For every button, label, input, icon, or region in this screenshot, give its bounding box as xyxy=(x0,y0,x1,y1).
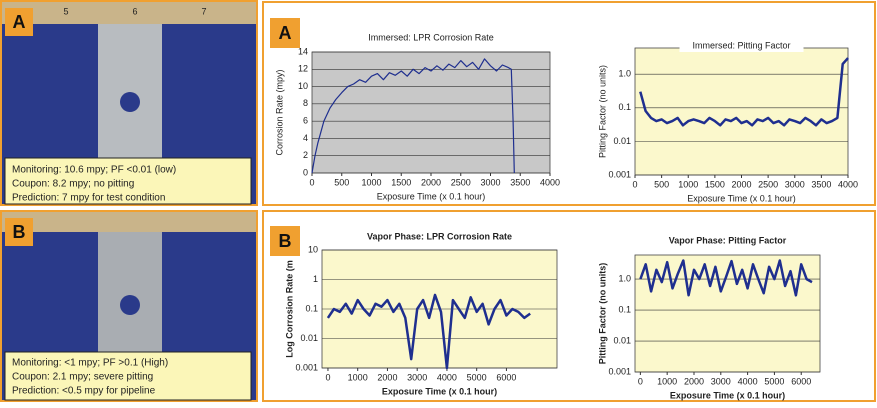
chart-label-box xyxy=(270,18,300,48)
note: Monitoring: <1 mpy; PF >0.1 (High) xyxy=(12,358,168,369)
x-tick-label: 5000 xyxy=(467,372,487,382)
data-line xyxy=(639,57,849,127)
x-tick-label: 0 xyxy=(309,177,314,187)
y-tick-label: 1.0 xyxy=(618,69,631,79)
x-tick-label: 2000 xyxy=(731,179,751,189)
data-line xyxy=(311,58,515,174)
x-axis-label: Exposure Time (x 0.1 hour) xyxy=(382,386,497,396)
x-tick-label: 4000 xyxy=(540,177,560,187)
x-tick-label: 4000 xyxy=(838,179,858,189)
y-tick-label: 12 xyxy=(298,64,308,74)
chart-title: Vapor Phase: LPR Corrosion Rate xyxy=(367,231,512,241)
x-tick-label: 3000 xyxy=(407,372,427,382)
x-axis-label: Exposure Time (x 0.1 hour) xyxy=(687,193,796,203)
y-tick-label: 8 xyxy=(303,98,308,108)
y-tick-label: 0.01 xyxy=(613,136,631,146)
plot-area xyxy=(634,47,849,176)
x-tick-label: 4000 xyxy=(738,376,758,386)
y-axis-label: Pitting Factor (no units) xyxy=(597,65,607,158)
panel-label: B xyxy=(13,222,26,242)
x-tick-label: 500 xyxy=(654,179,669,189)
plot-area xyxy=(311,51,551,174)
y-tick-label: 1 xyxy=(313,274,318,284)
x-tick-label: 500 xyxy=(334,177,349,187)
x-tick-label: 2500 xyxy=(758,179,778,189)
y-tick-label: 0.01 xyxy=(300,333,318,343)
y-tick-label: 0.1 xyxy=(618,304,631,314)
y-axis-label: Pitting Factor (no units) xyxy=(597,263,607,365)
y-tick-label: 4 xyxy=(303,133,308,143)
note: Prediction: <0.5 mpy for pipeline xyxy=(12,386,156,397)
y-tick-label: 0 xyxy=(303,167,308,177)
x-axis-label: Exposure Time (x 0.1 hour) xyxy=(377,191,486,201)
ruler-number: 6 xyxy=(132,6,137,16)
y-axis-label: Log Corrosion Rate (m xyxy=(284,260,294,358)
y-tick-label: 2 xyxy=(303,150,308,160)
y-tick-label: 10 xyxy=(308,244,318,254)
x-tick-label: 3000 xyxy=(711,376,731,386)
x-tick-label: 3500 xyxy=(811,179,831,189)
x-tick-label: 3000 xyxy=(480,177,500,187)
x-tick-label: 1000 xyxy=(678,179,698,189)
photo-b xyxy=(0,210,258,402)
x-tick-label: 0 xyxy=(638,376,643,386)
chart-label-box xyxy=(270,226,300,256)
y-tick-label: 14 xyxy=(298,46,308,56)
x-tick-label: 1000 xyxy=(657,376,677,386)
y-axis-label: Corrosion Rate (mpy) xyxy=(274,69,284,155)
x-tick-label: 1500 xyxy=(705,179,725,189)
y-tick-label: 0.1 xyxy=(618,102,631,112)
chart-title: Immersed: LPR Corrosion Rate xyxy=(368,32,494,42)
title-box xyxy=(679,40,804,52)
y-tick-label: 1.0 xyxy=(618,273,631,283)
panel-label: A xyxy=(13,12,26,32)
data-line xyxy=(326,293,531,370)
chart-title: Vapor Phase: Pitting Factor xyxy=(669,235,787,245)
photo-a xyxy=(0,0,258,206)
ruler-number: 7 xyxy=(201,6,206,16)
ruler-number: 5 xyxy=(63,6,68,16)
y-tick-label: 6 xyxy=(303,116,308,126)
x-tick-label: 2500 xyxy=(451,177,471,187)
x-tick-label: 1000 xyxy=(348,372,368,382)
y-tick-label: 0.001 xyxy=(608,169,631,179)
x-tick-label: 2000 xyxy=(377,372,397,382)
title-box xyxy=(665,235,790,247)
x-tick-label: 6000 xyxy=(496,372,516,382)
x-tick-label: 6000 xyxy=(791,376,811,386)
note: Coupon: 8.2 mpy; no pitting xyxy=(12,179,134,190)
chart-title: Immersed: Pitting Factor xyxy=(692,40,790,50)
y-tick-label: 10 xyxy=(298,81,308,91)
y-tick-label: 0.1 xyxy=(305,303,318,313)
x-tick-label: 3000 xyxy=(785,179,805,189)
x-tick-label: 2000 xyxy=(421,177,441,187)
x-tick-label: 1500 xyxy=(391,177,411,187)
x-axis-label: Exposure Time (x 0.1 hour) xyxy=(670,390,785,400)
x-tick-label: 0 xyxy=(632,179,637,189)
x-tick-label: 4000 xyxy=(437,372,457,382)
y-tick-label: 0.01 xyxy=(613,335,631,345)
note: Monitoring: 10.6 mpy; PF <0.01 (low) xyxy=(12,165,176,176)
note: Prediction: 7 mpy for test condition xyxy=(12,193,165,204)
x-tick-label: 5000 xyxy=(764,376,784,386)
x-tick-label: 2000 xyxy=(684,376,704,386)
note: Coupon: 2.1 mpy; severe pitting xyxy=(12,372,153,383)
y-tick-label: 0.001 xyxy=(295,362,318,372)
x-tick-label: 3500 xyxy=(510,177,530,187)
x-tick-label: 0 xyxy=(325,372,330,382)
chart-label: A xyxy=(279,23,292,43)
chart-label: B xyxy=(279,231,292,251)
y-tick-label: 0.001 xyxy=(608,366,631,376)
data-line xyxy=(639,259,813,297)
x-tick-label: 1000 xyxy=(361,177,381,187)
